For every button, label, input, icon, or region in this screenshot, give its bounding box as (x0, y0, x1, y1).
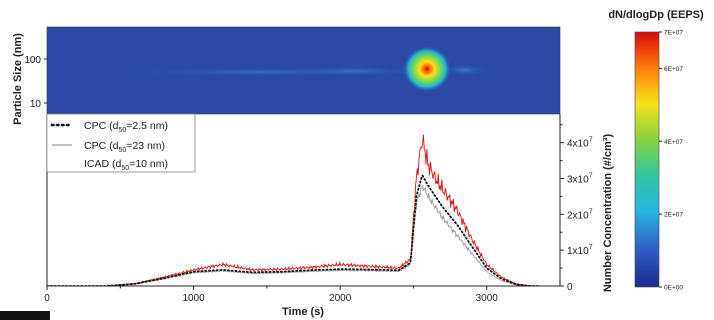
y-tick-label: 4x107 (567, 137, 593, 150)
series-lines (47, 134, 539, 286)
heatmap-frame (46, 26, 561, 115)
y-tick-label: 1x107 (567, 244, 593, 257)
heatmap-panel: 100 10 Particle Size (nm) (12, 26, 561, 125)
series-line-1 (47, 185, 538, 286)
series-line-2 (47, 134, 538, 286)
legend-label-cpc-23: CPC (d50=23 nm) (84, 140, 165, 154)
colorbar: dN/dlogDp (EEPS) 0E+00 2E+07 4E+07 6E+07 7E+… (608, 9, 704, 292)
x-tick-label: 1000 (182, 293, 205, 304)
colorbar-gradient (634, 31, 660, 288)
y-tick-label: 0 (567, 282, 573, 293)
colorbar-tick-label: 0E+00 (664, 285, 683, 292)
heatmap-ytick-100: 100 (24, 55, 41, 66)
colorbar-tick-label: 2E+07 (664, 212, 683, 219)
y-tick-label: 3x107 (567, 173, 593, 186)
legend-label-icad: ICAD (d50=10 nm) (84, 158, 168, 172)
heatmap-hotspot (403, 46, 451, 92)
colorbar-tick-label: 6E+07 (664, 66, 683, 73)
heatmap-y-axis: 100 10 (24, 55, 47, 110)
x-axis-label: Time (s) (282, 306, 324, 318)
series-line-0 (47, 173, 539, 286)
legend: CPC (d50=2.5 nm) CPC (d50=23 nm) ICAD (d… (46, 113, 196, 173)
heatmap-y-label: Particle Size (nm) (12, 33, 24, 125)
heatmap-band-mid (285, 66, 425, 76)
colorbar-tick-label: 4E+07 (664, 139, 683, 146)
x-tick-label: 2000 (329, 293, 352, 304)
y-tick-label: 2x107 (567, 208, 593, 221)
x-tick-label: 0 (44, 293, 50, 304)
legend-item-cpc-23: CPC (d50=23 nm) (52, 140, 165, 154)
legend-label-cpc-2-5: CPC (d50=2.5 nm) (84, 120, 168, 134)
x-tick-label: 3000 (476, 293, 499, 304)
black-bar (0, 311, 50, 320)
colorbar-title: dN/dlogDp (EEPS) (608, 9, 704, 21)
heatmap-ytick-10: 10 (30, 99, 42, 110)
colorbar-ticks: 0E+00 2E+07 4E+07 6E+07 7E+07 (659, 30, 683, 292)
right-y-axis-label-text: Number Concentration (#/cm³) (602, 134, 614, 293)
right-y-axis-label: Number Concentration (#/cm³) (602, 134, 614, 293)
heatmap-band-tail (443, 64, 487, 76)
legend-box (46, 113, 196, 173)
legend-item-cpc-2-5: CPC (d50=2.5 nm) (50, 120, 168, 134)
line-panel: 0 1000 2000 3000 0 1x107 2x107 3x107 4x107 Time … (44, 113, 614, 318)
legend-item-icad: ICAD (d50=10 nm) (84, 158, 168, 172)
colorbar-tick-label: 7E+07 (664, 30, 683, 37)
